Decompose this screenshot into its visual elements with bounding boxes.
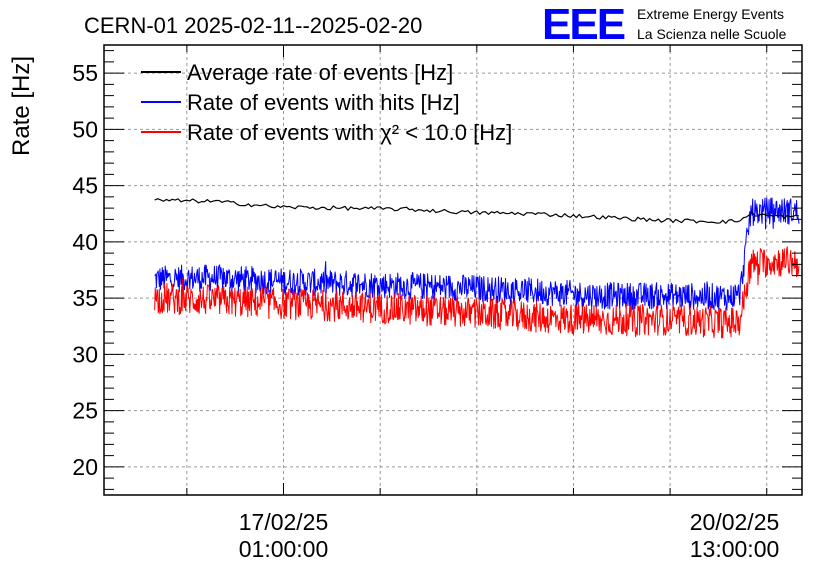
series-layer [154,197,800,339]
series-line-0 [154,198,800,224]
legend-label-1: Rate of events with hits [Hz] [187,90,460,115]
eee-logo-line2: La Scienza nelle Scuole [637,26,787,42]
y-tick-label: 50 [72,116,98,142]
y-tick-label: 40 [72,229,98,255]
series-line-2 [154,246,800,339]
series-line-1 [154,197,800,316]
eee-logo-mark: EEE [542,0,625,49]
y-tick-label: 45 [72,173,98,199]
eee-logo-line1: Extreme Energy Events [637,6,784,22]
plot-frame [103,44,803,496]
y-tick-label: 20 [72,454,98,480]
x-tick-label-time: 01:00:00 [239,536,329,562]
eee-logo: EEE Extreme Energy Events La Scienza nel… [542,0,787,49]
y-axis-label: Rate [Hz] [8,56,35,156]
x-tick-label-date: 17/02/25 [239,509,329,535]
y-axis-ticks: 20 25 30 35 40 45 50 55 [72,50,802,490]
legend-label-2: Rate of events with χ² < 10.0 [Hz] [187,120,512,145]
y-tick-label: 25 [72,398,98,424]
y-tick-label: 30 [72,341,98,367]
x-tick-label-time: 13:00:00 [690,536,780,562]
plot-border [103,44,803,496]
y-tick-label: 55 [72,60,98,86]
legend: Average rate of events [Hz] Rate of event… [141,60,512,145]
chart-title: CERN-01 2025-02-11--2025-02-20 [84,13,422,38]
y-tick-label: 35 [72,285,98,311]
legend-label-0: Average rate of events [Hz] [187,60,453,85]
x-tick-label-date: 20/02/25 [690,509,780,535]
